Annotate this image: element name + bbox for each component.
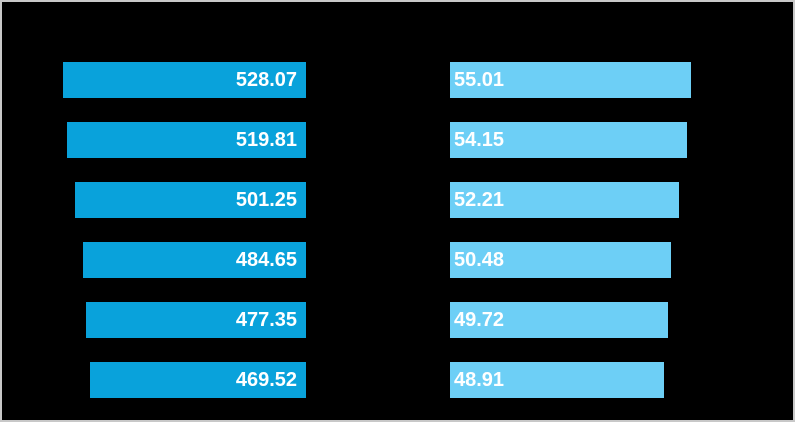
right-bar: 50.48 (450, 242, 671, 278)
right-bar: 54.15 (450, 122, 687, 158)
right-bar-value-label: 50.48 (454, 249, 505, 271)
right-bar: 48.91 (450, 362, 664, 398)
left-bar: 528.07 (63, 62, 306, 98)
left-bar: 477.35 (86, 302, 306, 338)
left-bar-value-label: 477.35 (235, 309, 297, 331)
left-bar: 484.65 (83, 242, 306, 278)
right-bar-value-label: 52.21 (454, 189, 505, 211)
left-bar-value-label: 484.65 (235, 249, 297, 271)
right-bar: 52.21 (450, 182, 679, 218)
left-bar: 469.52 (90, 362, 306, 398)
left-bar-value-label: 469.52 (235, 369, 297, 391)
left-bar: 519.81 (67, 122, 306, 158)
right-bar: 49.72 (450, 302, 668, 338)
right-bar-value-label: 49.72 (454, 309, 505, 331)
right-bar-value-label: 48.91 (454, 369, 505, 391)
left-bar-value-label: 501.25 (235, 189, 297, 211)
left-bar-value-label: 519.81 (235, 129, 297, 151)
right-bar-value-label: 55.01 (454, 69, 505, 91)
left-bar-value-label: 528.07 (235, 69, 297, 91)
right-bar: 55.01 (450, 62, 691, 98)
left-bar: 501.25 (75, 182, 306, 218)
right-bar-value-label: 54.15 (454, 129, 505, 151)
